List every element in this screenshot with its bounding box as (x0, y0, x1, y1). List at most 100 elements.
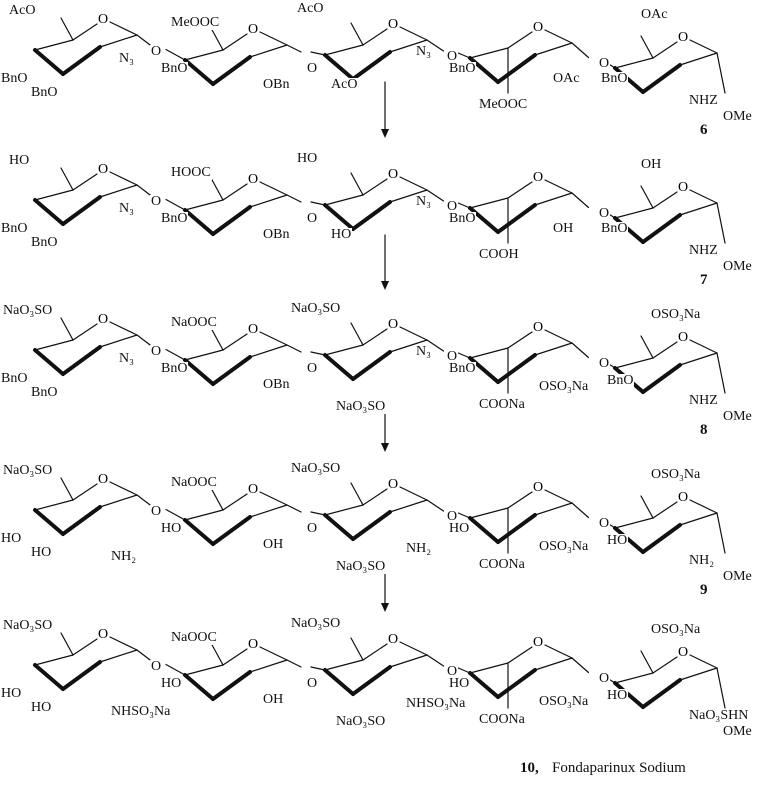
substituent-label: N₃ (118, 51, 135, 66)
glycosidic-bond (286, 659, 302, 668)
substituent-label: O (598, 671, 611, 686)
substituent-label: OMe (722, 109, 753, 124)
ring-bond-bold (61, 45, 102, 76)
substituent-label: NaO₃SO (2, 618, 54, 633)
ring-bond-bold (183, 58, 215, 86)
ring-bond (184, 199, 224, 211)
compound-number: 6 (700, 122, 708, 138)
substituent-label: NH₂ (405, 541, 433, 556)
ring-bond (679, 202, 718, 216)
substituent-label: OMe (722, 259, 753, 274)
ring-bond (534, 502, 573, 516)
ring-oxygen-label: O (388, 477, 398, 492)
substituent-label: HO (30, 700, 53, 715)
ring-bond (534, 42, 573, 56)
ring-bond-bold (323, 513, 355, 541)
substituent-label: O (306, 211, 319, 226)
compound-name: Fondaparinux Sodium (552, 760, 686, 776)
c6-bond (60, 317, 74, 341)
substituent-label: OMe (722, 569, 753, 584)
ring-oxygen-label: O (533, 635, 543, 650)
substituent-label: O (446, 509, 459, 524)
substituent-label: BnO (448, 211, 477, 226)
ring-bond (389, 654, 428, 668)
substituent-label: HO (606, 688, 629, 703)
substituent-label: O (598, 206, 611, 221)
ring-bond (507, 31, 533, 49)
glycosidic-bond (165, 48, 186, 61)
substituent-label: O (150, 44, 163, 59)
substituent-label: OMe (722, 724, 753, 739)
substituent-label: N₃ (415, 44, 432, 59)
ring-bond (399, 641, 428, 656)
ring-bond-bold (468, 516, 500, 544)
ring-bond (324, 44, 364, 56)
c6-bond (640, 495, 654, 519)
substituent-label: O (598, 56, 611, 71)
substituent-label: O (446, 349, 459, 364)
ring-bond (389, 499, 428, 513)
ring-bond-bold (641, 213, 682, 244)
c6-bond (60, 17, 74, 41)
ring-bond (544, 179, 573, 194)
ring-bond-bold (211, 355, 252, 386)
substituent-label: OH (552, 221, 575, 236)
substituent-label: HO (0, 686, 23, 701)
substituent-label: BnO (448, 361, 477, 376)
substituent-label: O (150, 659, 163, 674)
ring-bond (99, 649, 138, 663)
ring-bond-bold (641, 523, 682, 554)
ring-bond (679, 52, 718, 66)
ring-bond-bold (61, 345, 102, 376)
ring-bond (689, 499, 718, 514)
ring-bond (399, 486, 428, 501)
ring-oxygen-label: O (533, 20, 543, 35)
substituent-label: NaO₃SO (290, 616, 342, 631)
ring-bond (534, 342, 573, 356)
ring-bond (109, 21, 138, 36)
substituent-label: BnO (30, 85, 59, 100)
ring-bond (389, 339, 428, 353)
glycosidic-bond (165, 348, 186, 361)
substituent-label: NHZ (688, 93, 719, 108)
substituent-label: NaO₃SO (335, 714, 387, 729)
ring-bond-bold (496, 53, 537, 84)
ring-bond (109, 321, 138, 336)
ring-bond (469, 347, 509, 359)
ring-oxygen-label: O (248, 172, 258, 187)
ring-bond (689, 189, 718, 204)
ring-bond (679, 352, 718, 366)
ring-bond (362, 488, 388, 506)
ring-bond (652, 501, 678, 519)
ring-bond (689, 654, 718, 669)
ring-bond (544, 489, 573, 504)
glycosidic-bond (571, 657, 590, 674)
ring-bond-bold (33, 48, 65, 76)
ring-bond (544, 29, 573, 44)
glycosidic-bond (571, 192, 590, 209)
glycosidic-bond (571, 502, 590, 519)
c6-bond (210, 27, 224, 51)
glycosidic-bond (310, 351, 326, 356)
ring-bond (34, 654, 74, 666)
ring-oxygen-label: O (98, 472, 108, 487)
ring-bond (259, 181, 288, 196)
substituent-label: MeOOC (170, 15, 221, 30)
ring-bond-bold (183, 208, 215, 236)
ring-bond (469, 662, 509, 674)
ring-oxygen-label: O (248, 322, 258, 337)
substituent-label: N₃ (118, 351, 135, 366)
ring-oxygen-label: O (678, 30, 688, 45)
ring-bond (362, 643, 388, 661)
ring-bond (99, 334, 138, 348)
substituent-label: BnO (30, 235, 59, 250)
ring-bond (652, 191, 678, 209)
ring-bond-bold (641, 678, 682, 709)
substituent-label: HOOC (170, 165, 212, 180)
substituent-label: OSO₃Na (538, 379, 590, 394)
substituent-label: OSO₃Na (650, 622, 702, 637)
glycosidic-bond (426, 654, 445, 667)
ring-bond-bold (183, 518, 215, 546)
arrow-head-icon (381, 281, 389, 290)
